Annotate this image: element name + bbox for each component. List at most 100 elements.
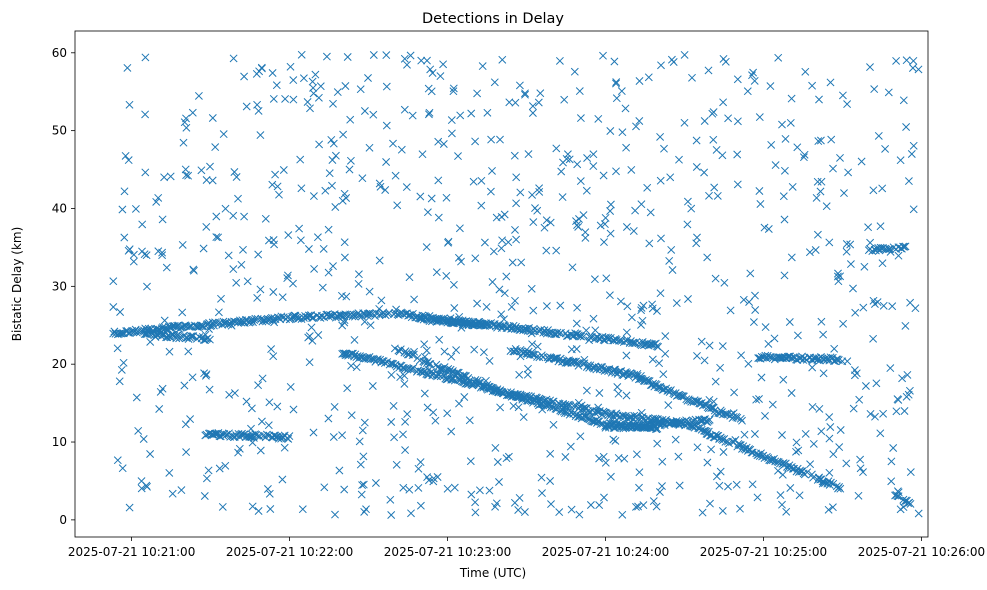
detection-marker — [400, 379, 409, 388]
detection-marker — [232, 278, 241, 287]
detection-marker — [319, 244, 328, 253]
detection-marker — [478, 62, 487, 71]
detection-marker — [829, 450, 838, 459]
detection-marker — [774, 53, 783, 62]
detection-marker — [524, 364, 532, 373]
detection-marker — [637, 306, 646, 315]
detection-marker — [558, 193, 567, 202]
detection-marker — [648, 355, 657, 364]
detection-marker — [716, 467, 725, 476]
detection-marker — [141, 168, 150, 177]
detection-marker — [416, 192, 425, 201]
detection-marker — [420, 389, 429, 398]
detection-marker — [382, 158, 391, 166]
detection-marker — [574, 222, 583, 231]
detection-marker — [787, 389, 796, 397]
detection-marker — [154, 193, 163, 202]
detection-marker — [360, 107, 369, 115]
detection-marker — [423, 208, 432, 217]
detection-marker — [211, 143, 220, 152]
detection-marker — [357, 353, 366, 362]
detection-marker — [745, 298, 754, 306]
detection-marker — [385, 308, 394, 317]
detection-marker — [712, 145, 721, 154]
detection-marker — [369, 110, 378, 119]
detection-marker — [729, 409, 738, 418]
detection-marker — [507, 302, 516, 311]
detection-marker — [488, 278, 497, 286]
detection-marker — [652, 502, 661, 511]
detection-marker — [342, 194, 351, 202]
detection-marker — [340, 238, 349, 247]
detection-marker — [787, 253, 796, 262]
detection-marker — [286, 62, 295, 71]
detection-marker — [683, 197, 692, 206]
detection-marker — [579, 332, 588, 341]
detection-marker — [329, 262, 337, 271]
detection-marker — [329, 433, 338, 441]
detection-marker — [500, 210, 509, 219]
detection-marker — [289, 279, 297, 288]
detection-marker — [425, 360, 434, 369]
detection-marker — [836, 484, 845, 493]
detection-marker — [755, 395, 763, 403]
detection-marker — [247, 404, 256, 413]
detection-marker — [750, 430, 759, 438]
detection-marker — [570, 67, 579, 76]
detection-marker — [649, 497, 658, 506]
detection-marker — [613, 383, 622, 391]
detection-marker — [600, 493, 608, 502]
detection-marker — [254, 106, 263, 115]
detection-marker — [422, 346, 431, 355]
detection-marker — [230, 389, 239, 398]
detection-marker — [635, 483, 643, 492]
detection-marker — [528, 340, 537, 349]
detection-marker — [877, 244, 886, 253]
detection-marker — [780, 215, 789, 224]
detection-marker — [610, 57, 619, 66]
detection-marker — [719, 98, 728, 107]
detection-marker — [705, 415, 714, 424]
detection-marker — [710, 406, 719, 415]
detection-marker — [546, 218, 555, 227]
detection-marker — [426, 65, 435, 74]
detection-marker — [709, 135, 718, 144]
detection-marker — [700, 356, 709, 365]
detection-marker — [314, 93, 323, 102]
detection-marker — [898, 374, 907, 383]
detection-marker — [254, 507, 263, 515]
detection-marker — [280, 443, 289, 452]
detection-marker — [490, 78, 499, 87]
detection-marker — [576, 432, 585, 441]
detection-marker — [129, 250, 138, 259]
detection-marker — [137, 484, 146, 493]
detection-marker — [612, 79, 620, 88]
detection-marker — [661, 349, 670, 358]
detection-marker — [120, 233, 129, 242]
detection-marker — [606, 200, 615, 209]
detection-marker — [168, 330, 176, 339]
detection-marker — [825, 434, 834, 443]
detection-marker — [774, 466, 782, 475]
detection-marker — [787, 353, 796, 362]
detection-marker — [604, 333, 613, 342]
detection-marker — [429, 408, 438, 417]
detection-marker — [904, 177, 913, 186]
detection-marker — [706, 499, 714, 508]
detection-marker — [825, 468, 834, 477]
detection-marker — [141, 53, 150, 62]
detection-marker — [785, 318, 794, 326]
detection-marker — [345, 165, 354, 174]
detection-marker — [181, 165, 190, 174]
detection-marker — [842, 459, 851, 468]
detection-marker — [355, 437, 364, 446]
detection-marker — [778, 431, 786, 439]
detection-marker — [667, 55, 676, 64]
detection-marker — [882, 245, 891, 254]
detection-marker — [436, 72, 445, 81]
detection-marker — [146, 450, 155, 458]
detection-marker — [834, 269, 842, 278]
detection-marker — [237, 260, 246, 269]
detection-marker — [226, 320, 235, 328]
detection-marker — [504, 390, 513, 399]
